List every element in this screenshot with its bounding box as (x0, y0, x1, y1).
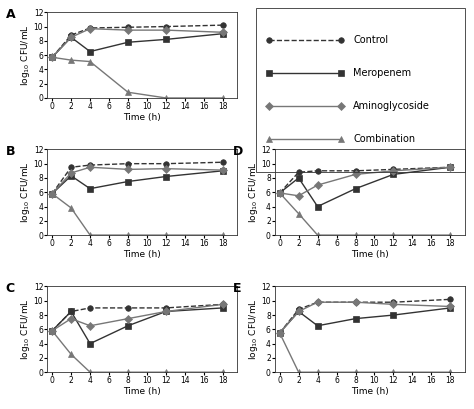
Text: D: D (233, 145, 244, 158)
Y-axis label: log$_{10}$ CFU/mL: log$_{10}$ CFU/mL (247, 299, 260, 360)
Text: Control: Control (353, 34, 388, 45)
Text: C: C (6, 282, 15, 295)
Text: Combination: Combination (353, 135, 415, 144)
Y-axis label: log$_{10}$ CFU/mL: log$_{10}$ CFU/mL (247, 162, 260, 223)
Text: B: B (6, 145, 15, 158)
X-axis label: Time (h): Time (h) (351, 387, 389, 396)
Y-axis label: log$_{10}$ CFU/mL: log$_{10}$ CFU/mL (19, 24, 32, 86)
Text: A: A (6, 8, 15, 21)
X-axis label: Time (h): Time (h) (351, 249, 389, 258)
Text: Aminoglycoside: Aminoglycoside (353, 101, 430, 111)
Text: E: E (233, 282, 242, 295)
X-axis label: Time (h): Time (h) (123, 387, 161, 396)
X-axis label: Time (h): Time (h) (123, 249, 161, 258)
Text: Meropenem: Meropenem (353, 68, 411, 78)
Y-axis label: log$_{10}$ CFU/mL: log$_{10}$ CFU/mL (19, 162, 32, 223)
X-axis label: Time (h): Time (h) (123, 112, 161, 121)
Y-axis label: log$_{10}$ CFU/mL: log$_{10}$ CFU/mL (19, 299, 32, 360)
